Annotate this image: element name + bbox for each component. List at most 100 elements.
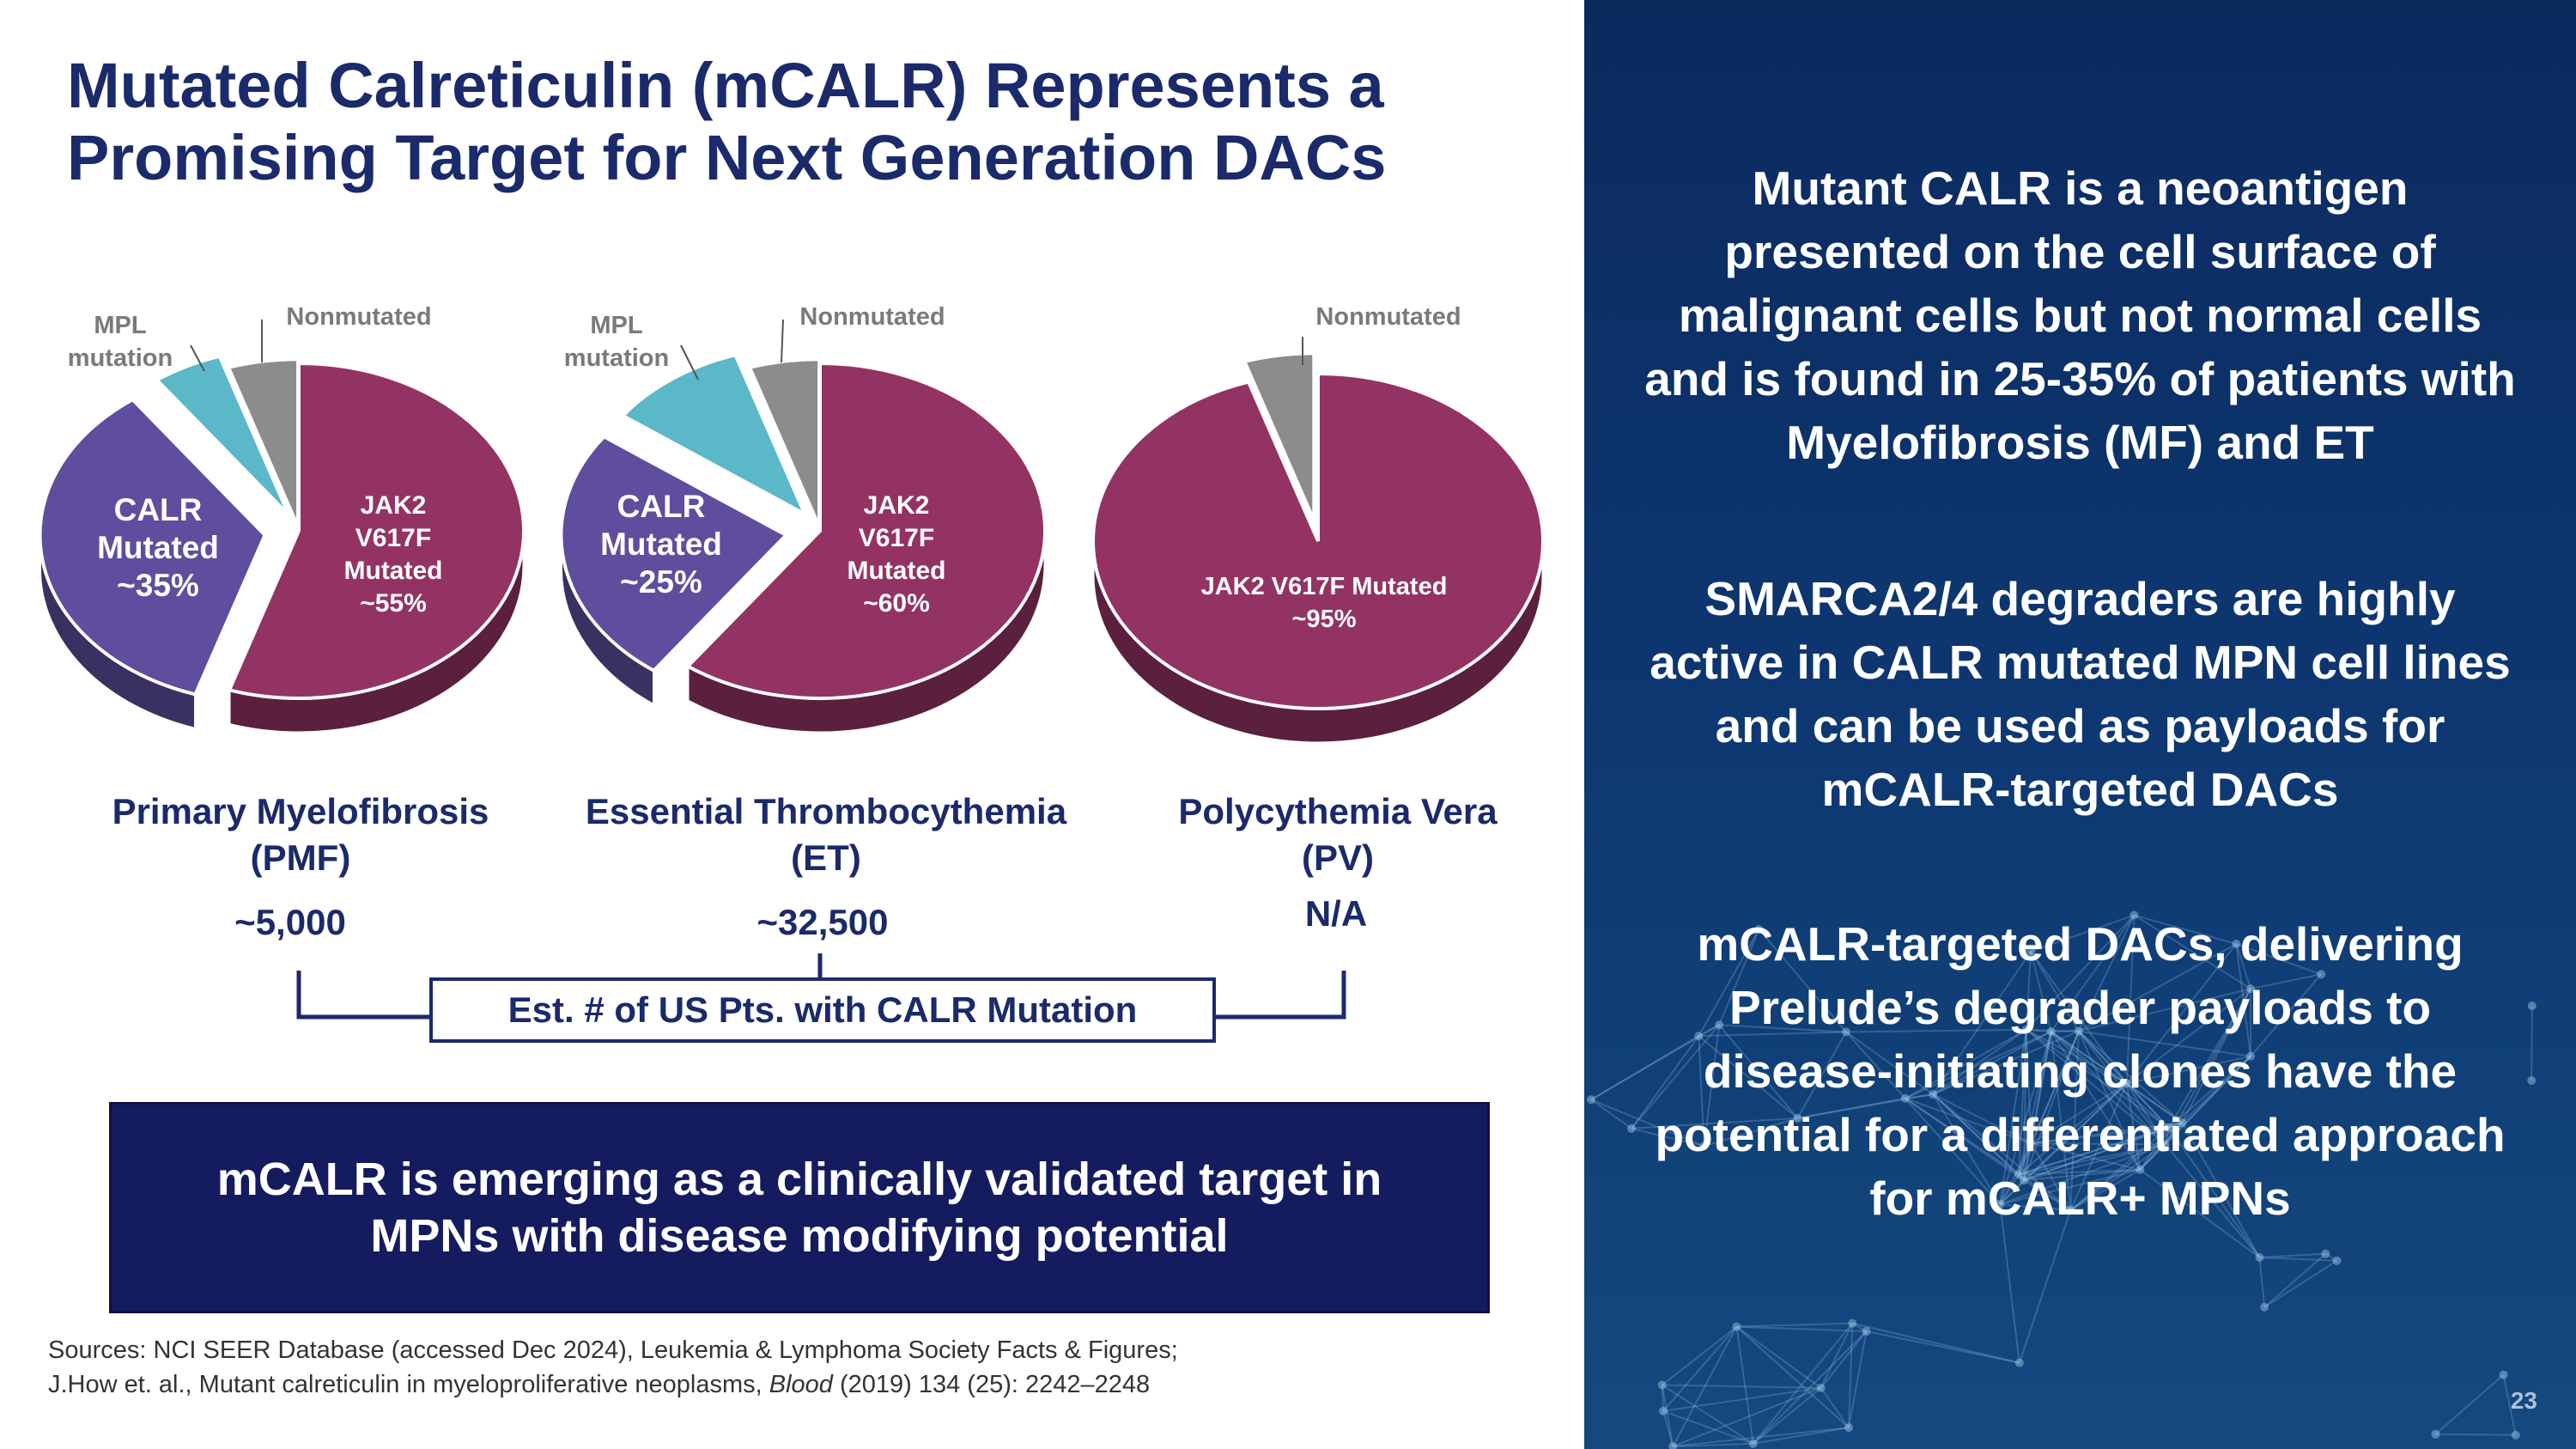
sources-line-1: Sources: NCI SEER Database (accessed Dec… <box>48 1336 1178 1364</box>
network-node <box>2317 970 2326 979</box>
label-nonmutated-et: Nonmutated <box>799 303 945 331</box>
network-edge <box>2139 1056 2251 1171</box>
network-edge <box>2078 1030 2184 1123</box>
network-edge <box>2164 1143 2261 1258</box>
network-node <box>1929 1090 1938 1099</box>
network-edge <box>2125 1082 2166 1145</box>
network-edge <box>2078 988 2251 1032</box>
network-edge <box>1698 1035 1799 1119</box>
network-edge <box>2134 914 2237 945</box>
callout-box: mCALR is emerging as a clinically valida… <box>109 1102 1490 1313</box>
network-edge <box>2018 1173 2071 1211</box>
network-edge <box>2181 988 2252 1123</box>
sources-line-2: J.How et. al., Mutant calreticulin in my… <box>48 1367 1508 1402</box>
network-edge <box>2030 951 2080 1032</box>
network-edge <box>2078 1030 2128 1085</box>
network-edge <box>1932 1093 2020 1176</box>
pie-slice-calr <box>559 434 789 673</box>
network-node <box>2122 1079 2131 1088</box>
label-calr-pmf-line: CALR <box>114 492 203 527</box>
network-node <box>1848 1318 1857 1328</box>
network-edge <box>2164 1127 2170 1145</box>
label-nonmutated-pmf: Nonmutated <box>286 303 431 331</box>
network-edge <box>1852 1322 2020 1364</box>
network-node <box>1816 1383 1826 1392</box>
network-edge <box>2026 1028 2051 1033</box>
network-edge <box>1905 1097 2025 1181</box>
label-jak2-pv-line: ~95% <box>1292 606 1357 633</box>
label-jak2-pmf-line: Mutated <box>344 557 443 585</box>
estimate-label-box: Est. # of US Pts. with CALR Mutation <box>429 977 1216 1043</box>
network-edge <box>1758 928 1847 1033</box>
network-edge <box>2126 1082 2170 1129</box>
network-edge <box>1753 1330 1868 1445</box>
network-edge <box>2078 1030 2251 1057</box>
patient-count-pmf: ~5,000 <box>234 902 346 942</box>
network-edge <box>2023 1168 2141 1182</box>
network-edge <box>1662 1325 1738 1412</box>
network-edge <box>1753 1427 1850 1445</box>
network-edge <box>2235 943 2252 989</box>
network-edge <box>2025 951 2032 1030</box>
label-nonmutated-et-line: Nonmutated <box>799 303 945 331</box>
leader-line <box>781 319 784 363</box>
label-jak2-et-line: Mutated <box>848 557 946 585</box>
network-edge <box>2031 1082 2128 1145</box>
network-node <box>1699 1142 1709 1151</box>
network-edge <box>1932 1093 2032 1145</box>
network-edge <box>2030 914 2135 953</box>
network-node <box>1657 1380 1667 1390</box>
network-edge <box>2031 1122 2183 1145</box>
network-edge <box>2139 1143 2166 1171</box>
network-edge <box>2022 1142 2032 1181</box>
network-edge <box>1851 1322 1868 1332</box>
network-edge <box>2030 951 2128 1085</box>
network-node <box>1793 1113 1802 1123</box>
network-edge <box>1735 1325 1822 1389</box>
network-edge <box>2258 1257 2266 1307</box>
network-edge <box>2077 914 2136 1032</box>
network-edge <box>2126 988 2251 1085</box>
network-edge <box>2025 1029 2032 1144</box>
network-edge <box>1999 1029 2027 1205</box>
network-edge <box>1662 1409 1754 1445</box>
label-jak2-et-line: JAK2 <box>864 491 930 520</box>
network-edge <box>2023 1126 2170 1182</box>
label-mpl-pmf: MPL mutation <box>68 312 173 372</box>
network-edge <box>2050 1031 2166 1146</box>
network-edge <box>2263 1253 2326 1308</box>
network-node <box>1754 925 1764 935</box>
network-edge <box>2263 1259 2338 1308</box>
network-node <box>2019 1176 2028 1185</box>
network-edge <box>1673 1442 1753 1447</box>
network-edge <box>2530 1006 2533 1081</box>
network-background <box>1587 910 2537 1449</box>
network-edge <box>1932 1093 2025 1181</box>
network-edge <box>1704 1117 1798 1148</box>
disease-name-line: Essential Thrombocythemia <box>585 791 1067 831</box>
network-edge <box>2018 1142 2032 1175</box>
network-edge <box>1698 1031 1847 1038</box>
network-edge <box>2167 988 2251 1129</box>
network-edge <box>2502 1374 2517 1435</box>
disease-name-line: Polycythemia Vera <box>1178 791 1498 831</box>
network-edge <box>1673 1427 1850 1447</box>
label-calr-et-line: Mutated <box>600 527 722 562</box>
network-edge <box>1796 1031 1847 1119</box>
page-number: 23 <box>2510 1387 2537 1414</box>
sources-citation-details: (2019) 134 (25): 2242–2248 <box>832 1371 1151 1398</box>
pie-chart-2 <box>559 352 1047 734</box>
network-edge <box>1698 1036 1705 1147</box>
network-edge <box>1999 1173 2020 1205</box>
network-edge <box>2078 1030 2166 1145</box>
network-edge <box>2236 943 2322 976</box>
network-edge <box>1662 1384 1821 1389</box>
network-edge <box>1905 1097 2032 1145</box>
label-jak2-pmf-line: JAK2 <box>361 491 427 520</box>
network-edge <box>1662 1410 1674 1447</box>
network-edge <box>2031 1142 2166 1146</box>
network-edge <box>1698 928 1760 1037</box>
disease-name-et: Essential Thrombocythemia (ET) <box>560 788 1092 881</box>
disease-abbrev: (PV) <box>1302 837 1374 878</box>
network-node <box>2164 1123 2173 1132</box>
